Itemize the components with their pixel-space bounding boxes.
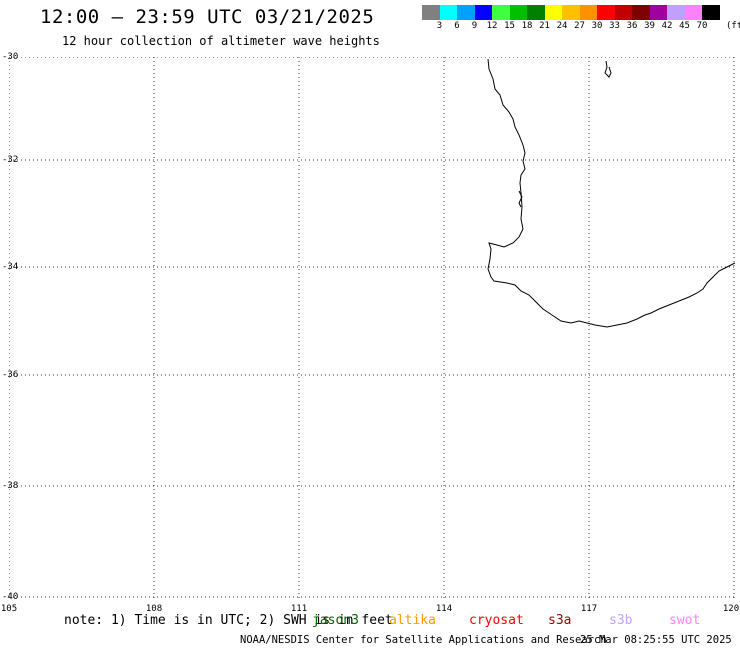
mission-s3a: s3a [548,613,572,628]
lat-label-1: -30 [2,52,19,62]
colorbar-label: 15 [504,21,515,31]
colorbar-unit: (ft) [726,21,740,31]
colorbar-swatch [649,5,667,20]
colorbar-label: 70 [696,21,708,31]
credit-line: NOAA/NESDIS Center for Satellite Applica… [240,634,607,646]
coastline-inlet [518,190,523,208]
colorbar-label: 12 [486,21,498,31]
colorbar-swatch [614,5,632,20]
lon-label-3: 111 [290,604,308,614]
colorbar-swatch [474,5,492,20]
lat-label-6: -40 [2,592,19,602]
map-subtitle: 12 hour collection of altimeter wave hei… [62,34,380,48]
colorbar-swatch [492,5,510,20]
mission-s3b: s3b [609,613,633,628]
colorbar-swatch [684,5,702,20]
colorbar-swatch [457,5,475,20]
colorbar-swatch [439,5,457,20]
lon-label-6: 120 [722,604,740,614]
colorbar-swatch [509,5,527,20]
map-canvas [9,57,735,598]
lon-label-2: 108 [145,604,163,614]
grid-lines [9,57,735,598]
colorbar-label: 6 [454,21,460,31]
coastline [487,58,735,328]
colorbar-swatch [702,5,720,20]
colorbar-label: 27 [574,21,585,31]
coastline-island [604,60,612,78]
map-area [9,57,735,598]
wave-height-colorbar [422,5,720,21]
colorbar-swatch [562,5,580,20]
footer-note: note: 1) Time is in UTC; 2) SWH is in fe… [64,613,393,628]
mission-cryosat: cryosat [469,613,524,628]
mission-swot: swot [669,613,701,628]
colorbar-swatch [527,5,545,20]
lon-label-5: 117 [580,604,598,614]
colorbar-swatch [632,5,650,20]
lon-label-1: 105 [0,604,18,614]
lat-label-2: -32 [2,155,19,165]
colorbar-label: 21 [539,21,550,31]
colorbar-swatch [579,5,597,20]
generation-timestamp: 25 Mar 08:25:55 UTC 2025 [580,634,732,646]
colorbar-swatch [667,5,685,20]
colorbar-label: 42 [661,21,673,31]
colorbar-label: 24 [556,21,568,31]
colorbar-label: 18 [521,21,533,31]
mission-jason3: jason3 [312,613,359,628]
coastline-southwest-australia [487,58,735,328]
colorbar-swatch [422,5,440,20]
lat-label-4: -36 [2,370,19,380]
colorbar-swatch [544,5,562,20]
colorbar-label: 36 [626,21,638,31]
lon-label-4: 114 [435,604,453,614]
lat-label-3: -34 [2,262,19,272]
colorbar-label: 45 [679,21,690,31]
map-title: 12:00 – 23:59 UTC 03/21/2025 [40,6,375,28]
lat-label-5: -38 [2,481,19,491]
colorbar-label: 30 [591,21,603,31]
mission-altika: altika [389,613,436,628]
colorbar-label: 3 [436,21,443,31]
colorbar-label: 39 [644,21,655,31]
mission-legend: jason3 altika cryosat s3a s3b swot [0,613,740,629]
colorbar-label: 33 [609,21,620,31]
colorbar-label: 9 [471,21,478,31]
colorbar-swatch [597,5,615,20]
